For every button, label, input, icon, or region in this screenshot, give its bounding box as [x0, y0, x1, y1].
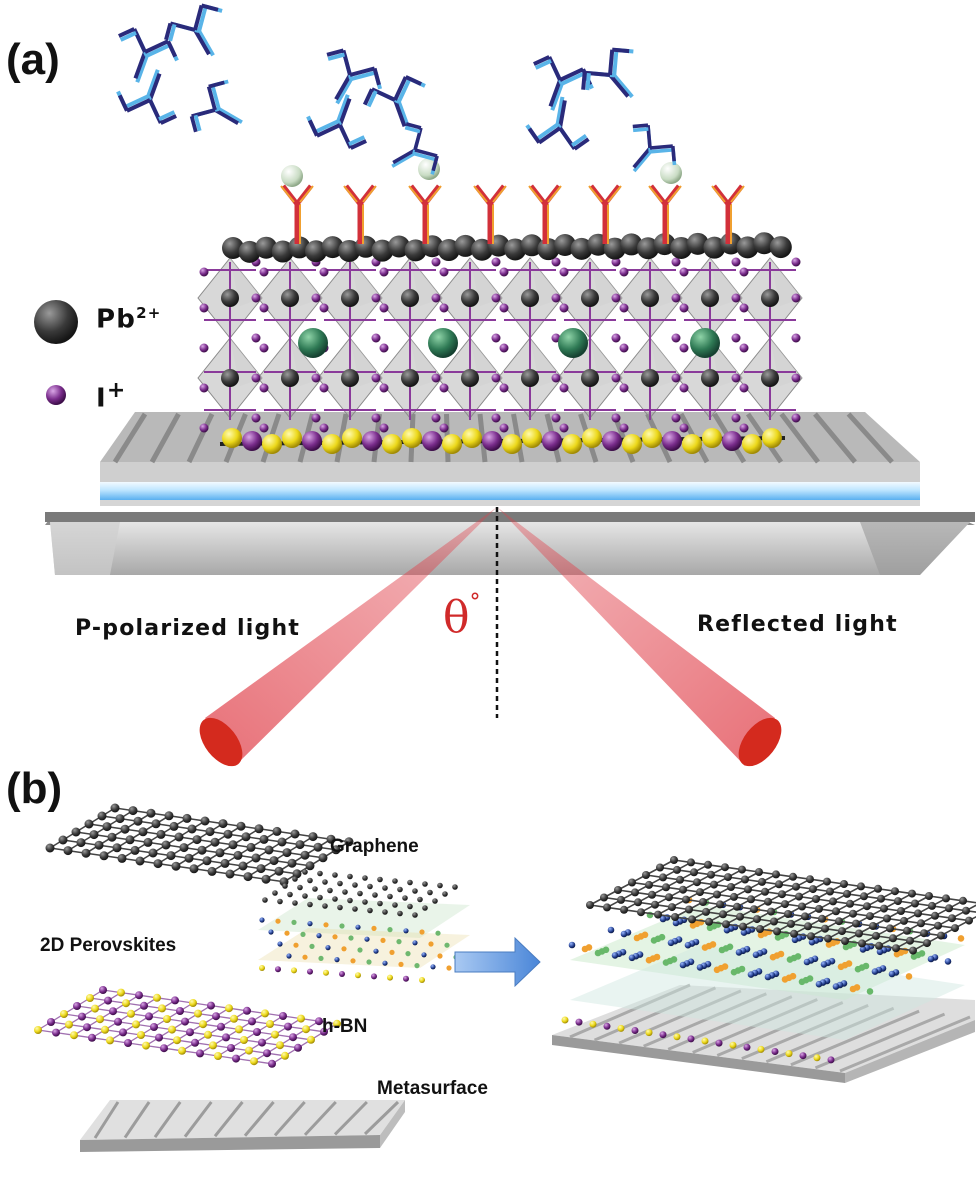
prism-substrate [45, 512, 975, 575]
iodine-ion-sphere [46, 385, 66, 405]
hbn-label: h-BN [322, 1016, 368, 1037]
panel-b-label: (b) [6, 764, 63, 813]
floating-antibodies [116, 3, 677, 175]
hbn-sheet [34, 986, 341, 1068]
legend-lead-text: Pb [96, 304, 137, 335]
hbn-layer-a [219, 428, 786, 454]
heterostructure-large [552, 856, 976, 1083]
legend-iodine-label: I+ [96, 380, 127, 412]
legend-iodine-charge: + [106, 378, 127, 403]
stacked-perovskite-small [258, 869, 470, 983]
angle-unit: ° [469, 590, 481, 615]
metasurface-sheet [80, 1100, 405, 1152]
legend-lead-label: Pb2+ [96, 306, 161, 333]
assembly-arrow [454, 936, 541, 988]
incident-beam [199, 507, 497, 767]
legend-lead-charge: 2+ [136, 304, 162, 322]
lead-ion-sphere [34, 300, 78, 344]
graphene-label: Graphene [330, 836, 419, 857]
incidence-angle-label: θ° [443, 592, 481, 640]
receptor-antibodies [280, 184, 745, 244]
perovskite-label: 2D Perovskites [40, 935, 177, 956]
legend-iodine-text: I [96, 383, 107, 414]
gold-film [100, 480, 920, 506]
analyte-particles [281, 158, 682, 187]
angle-symbol: θ [443, 592, 470, 643]
reflected-light-label: Reflected light [697, 612, 898, 637]
metasurface-label: Metasurface [377, 1078, 488, 1099]
perovskite-lattice [197, 257, 803, 433]
panel-a-label: (a) [6, 35, 60, 84]
incident-light-label: P-polarized light [75, 616, 301, 641]
reflected-beam [497, 507, 782, 767]
graphene-sheet [45, 803, 354, 887]
graphene-layer-a [222, 232, 792, 263]
